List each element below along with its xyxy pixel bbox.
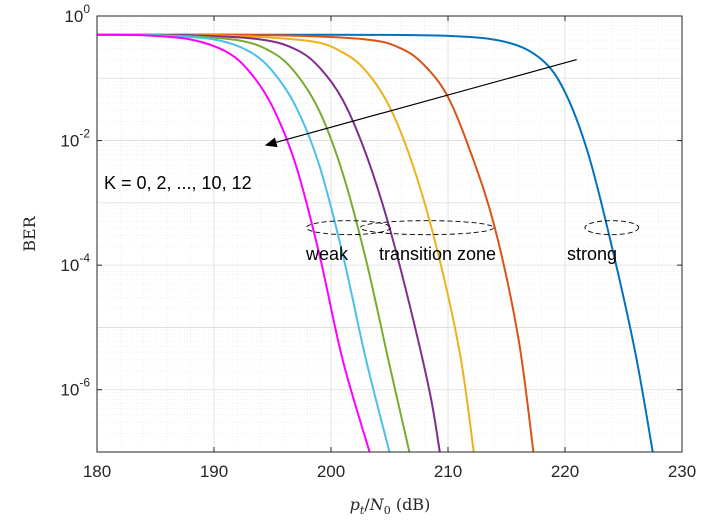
series-line-1 [96,33,654,453]
plot-frame [96,15,683,453]
x-tick-label: 220 [551,462,579,481]
x-tick-label: 190 [200,462,228,481]
y-tick-label: 10-2 [60,127,90,151]
y-tick-exponent: -6 [79,376,90,390]
x-axis-label: pt/N0 (dB) [350,495,431,517]
x-label-n: N [369,495,385,514]
y-tick-label: 100 [64,2,90,26]
x-label-slash: / [364,495,370,514]
series-line-4 [96,33,441,453]
x-tick-label: 180 [83,462,111,481]
x-tick-label: 200 [317,462,345,481]
zone-ellipse-transition [359,220,495,236]
y-tick-exponent: 0 [83,2,90,16]
annotations: K = 0, 2, ..., 10, 12 weak transition zo… [104,58,640,264]
y-tick-base: 10 [64,7,83,26]
y-tick-base: 10 [60,132,79,151]
series-line-6 [96,33,391,453]
zone-ellipse-weak [305,220,392,236]
grid [97,16,682,452]
zone-label-strong: strong [567,244,617,264]
y-tick-exponent: -2 [79,127,90,141]
series-group [96,33,654,453]
x-tick-label: 210 [434,462,462,481]
x-label-t: t [360,504,365,517]
y-tick-exponent: -4 [79,251,90,265]
zone-ellipses [305,220,640,236]
y-tick-base: 10 [60,256,79,275]
zone-label-weak: weak [305,244,349,264]
zone-ellipse-strong [584,220,640,236]
y-axis-label: BER [20,215,39,251]
y-tick-base: 10 [60,381,79,400]
series-line-3 [96,33,475,453]
y-tick-label: 10-6 [60,376,90,400]
series-line-7 [96,33,371,453]
x-label-0: 0 [384,504,391,517]
k-arrow [264,58,577,148]
x-tick-labels: 180 190 200 210 220 230 [83,16,696,481]
x-tick-label: 230 [668,462,696,481]
k-arrow-label: K = 0, 2, ..., 10, 12 [104,173,252,193]
y-tick-label: 10-4 [60,251,90,275]
x-label-p: p [350,495,360,514]
x-label-unit: (dB) [391,495,431,514]
series-line-5 [96,33,411,453]
zone-label-transition: transition zone [379,244,496,264]
series-line-2 [96,33,535,453]
